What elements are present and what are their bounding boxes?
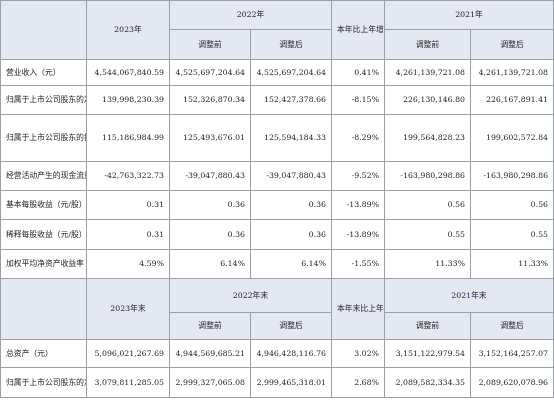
financial-data-table: 2023年 2022年 本年比上年增减 2021年 调整前 调整后 调整前 调整… xyxy=(0,0,554,398)
value-change: -13.89% xyxy=(331,190,386,220)
value-2023: 4.59% xyxy=(86,249,170,279)
header-change-end: 本年末比上年末增减 xyxy=(331,278,386,340)
value-2022-after: 0.36 xyxy=(249,190,333,220)
value-2023: 5,096,021,267.69 xyxy=(86,339,170,368)
row-label: 归属于上市公司股东的净利润（元） xyxy=(0,85,87,115)
header-2021-end-after: 调整后 xyxy=(470,312,554,340)
corner-cell xyxy=(0,278,87,340)
value-2022-before: 4,525,697,204.64 xyxy=(169,59,251,86)
row-label: 加权平均净资产收益率 xyxy=(0,249,87,279)
value-2022-before: 0.36 xyxy=(169,219,251,250)
value-change: 3.02% xyxy=(331,339,386,368)
value-2021-before: 3,151,122,979.54 xyxy=(384,339,472,368)
value-2022-before: 6.14% xyxy=(169,249,251,279)
value-2021-before: 4,261,139,721.08 xyxy=(384,59,472,86)
value-2021-after: 0.55 xyxy=(470,219,554,250)
value-change: -8.29% xyxy=(331,114,386,162)
table-row: 营业收入（元） 4,544,067,840.59 4,525,697,204.6… xyxy=(0,59,554,86)
value-2021-before: -163,980,298.86 xyxy=(384,161,472,191)
value-2022-before: 152,326,870.34 xyxy=(169,85,251,115)
table-row: 加权平均净资产收益率 4.59% 6.14% 6.14% -1.55% 11.3… xyxy=(0,249,554,279)
value-2021-after: 0.56 xyxy=(470,190,554,220)
value-change: -9.52% xyxy=(331,161,386,191)
header-2022-before: 调整前 xyxy=(169,29,251,60)
value-change: 0.41% xyxy=(331,59,386,86)
value-2022-after: -39,047,880.43 xyxy=(249,161,333,191)
value-2022-before: 0.36 xyxy=(169,190,251,220)
value-2021-before: 0.55 xyxy=(384,219,472,250)
value-2021-after: 11.33% xyxy=(470,249,554,279)
value-2022-after: 125,594,184.33 xyxy=(249,114,333,162)
value-change: -8.15% xyxy=(331,85,386,115)
value-2022-after: 4,525,697,204.64 xyxy=(249,59,333,86)
value-2022-before: 4,944,569,685.21 xyxy=(169,339,251,368)
header-2023: 2023年 xyxy=(86,0,170,60)
value-2023: 3,079,811,285.05 xyxy=(86,367,170,398)
header-2022-after: 调整后 xyxy=(249,29,333,60)
table-row: 稀释每股收益（元/股） 0.31 0.36 0.36 -13.89% 0.55 … xyxy=(0,219,554,250)
row-label: 稀释每股收益（元/股） xyxy=(0,219,87,250)
row-label: 归属于上市公司股东的扣除非经常性损益的净利润（元） xyxy=(0,114,87,162)
value-2021-before: 199,564,828.23 xyxy=(384,114,472,162)
value-2022-after: 2,999,465,318.01 xyxy=(249,367,333,398)
value-2023: 139,998,230.39 xyxy=(86,85,170,115)
table-row: 归属于上市公司股东的净利润（元） 139,998,230.39 152,326,… xyxy=(0,85,554,115)
row-label: 经营活动产生的现金流量净额（元） xyxy=(0,161,87,191)
header-2022: 2022年 xyxy=(168,0,333,30)
value-2022-after: 152,427,378.66 xyxy=(249,85,333,115)
value-change: -1.55% xyxy=(331,249,386,279)
row-label: 营业收入（元） xyxy=(0,59,87,86)
table-row: 基本每股收益（元/股） 0.31 0.36 0.36 -13.89% 0.56 … xyxy=(0,190,554,220)
table-row: 归属于上市公司股东的扣除非经常性损益的净利润（元） 115,186,984.99… xyxy=(0,114,554,162)
value-2022-after: 4,946,428,116.76 xyxy=(249,339,333,368)
value-2022-before: 125,493,676.01 xyxy=(169,114,251,162)
header-2023-end: 2023年末 xyxy=(86,278,170,340)
value-2021-after: -163,980,298.86 xyxy=(470,161,554,191)
value-2021-before: 11.33% xyxy=(384,249,472,279)
row-label: 基本每股收益（元/股） xyxy=(0,190,87,220)
header-2021-after: 调整后 xyxy=(470,29,554,60)
value-2021-after: 4,261,139,721.08 xyxy=(470,59,554,86)
value-2022-before: -39,047,880.43 xyxy=(169,161,251,191)
value-2021-before: 2,089,582,334.35 xyxy=(384,367,472,398)
value-2021-before: 226,130,146.80 xyxy=(384,85,472,115)
table-row: 归属于上市公司股东的净资产（元） 3,079,811,285.05 2,999,… xyxy=(0,367,554,398)
header-change: 本年比上年增减 xyxy=(331,0,386,60)
value-2022-after: 6.14% xyxy=(249,249,333,279)
value-2023: -42,763,322.73 xyxy=(86,161,170,191)
value-2022-before: 2,999,327,065.08 xyxy=(169,367,251,398)
table-row: 经营活动产生的现金流量净额（元） -42,763,322.73 -39,047,… xyxy=(0,161,554,191)
value-change: -13.89% xyxy=(331,219,386,250)
value-2021-before: 0.56 xyxy=(384,190,472,220)
header-2021-before: 调整前 xyxy=(384,29,472,60)
table-row: 总资产（元） 5,096,021,267.69 4,944,569,685.21… xyxy=(0,339,554,368)
row-label: 归属于上市公司股东的净资产（元） xyxy=(0,367,87,398)
header-2021-end: 2021年末 xyxy=(384,278,554,313)
value-2023: 4,544,067,840.59 xyxy=(86,59,170,86)
header-2022-end: 2022年末 xyxy=(168,278,333,313)
header-2022-end-before: 调整前 xyxy=(169,312,251,340)
value-2023: 0.31 xyxy=(86,219,170,250)
header-2021: 2021年 xyxy=(384,0,554,30)
value-2021-after: 2,089,620,078.96 xyxy=(470,367,554,398)
value-2021-after: 199,602,572.84 xyxy=(470,114,554,162)
value-2023: 115,186,984.99 xyxy=(86,114,170,162)
value-2023: 0.31 xyxy=(86,190,170,220)
value-change: 2.68% xyxy=(331,367,386,398)
header-2022-end-after: 调整后 xyxy=(249,312,333,340)
value-2021-after: 3,152,164,257.07 xyxy=(470,339,554,368)
corner-cell xyxy=(0,0,87,60)
value-2022-after: 0.36 xyxy=(249,219,333,250)
row-label: 总资产（元） xyxy=(0,339,87,368)
value-2021-after: 226,167,891.41 xyxy=(470,85,554,115)
header-2021-end-before: 调整前 xyxy=(384,312,472,340)
